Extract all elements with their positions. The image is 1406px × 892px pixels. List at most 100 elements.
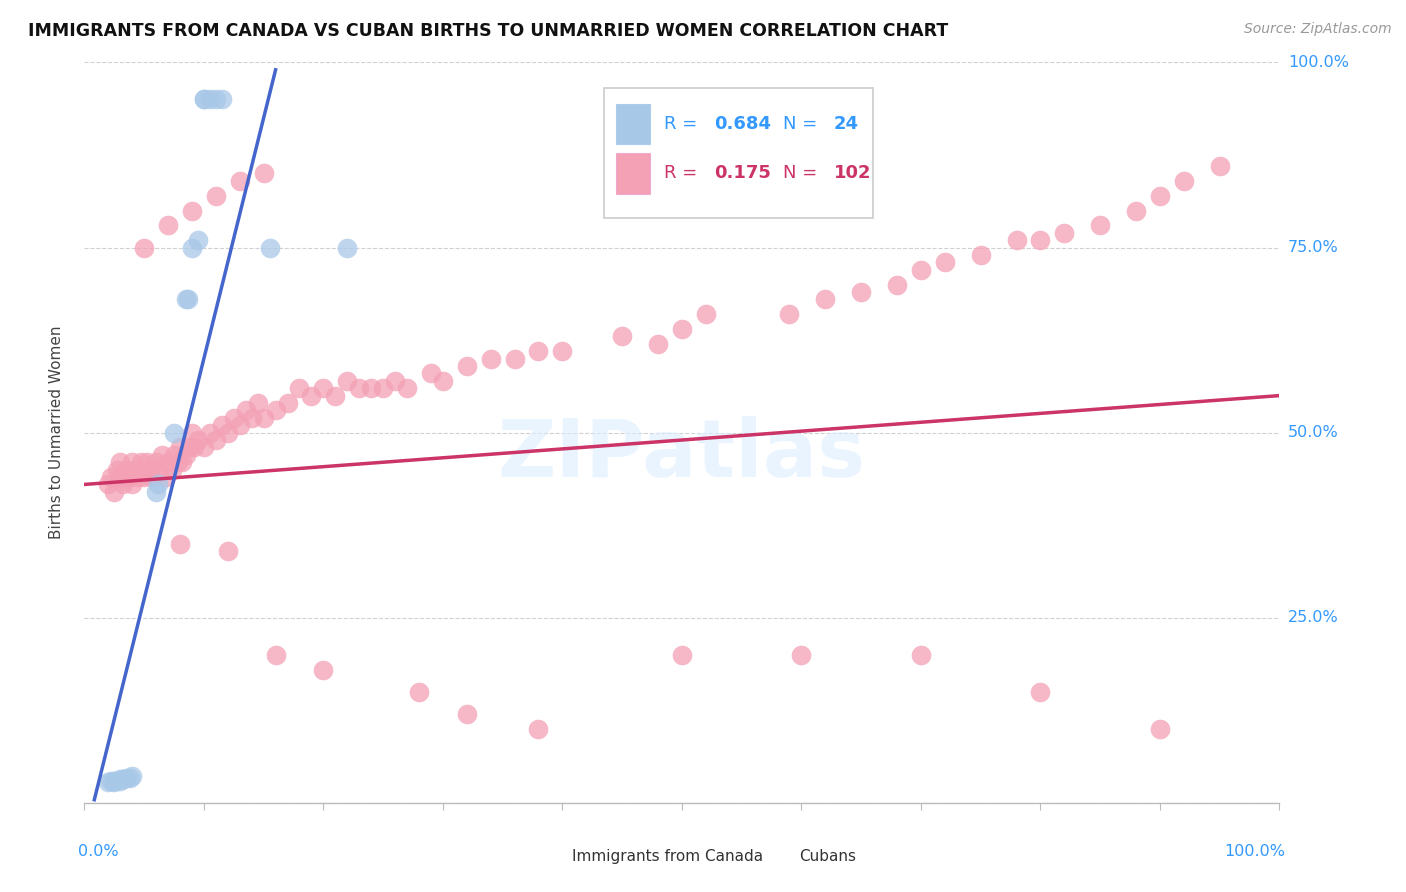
Point (259, 240, 281, 255)
Point (910, 262, 932, 277)
Point (121, 477, 143, 491)
Point (814, 293, 837, 307)
Point (779, 307, 801, 321)
Point (148, 462, 170, 476)
Point (110, 470, 132, 484)
Point (193, 92, 215, 106)
Point (132, 240, 156, 255)
Point (456, 359, 478, 373)
Point (174, 293, 197, 307)
Text: R =: R = (664, 164, 703, 183)
Point (124, 462, 146, 476)
Point (110, 772, 132, 786)
Point (187, 433, 209, 447)
FancyBboxPatch shape (616, 103, 650, 145)
Point (1209, 159, 1232, 173)
Point (183, 441, 205, 455)
Point (135, 455, 157, 469)
Point (169, 441, 191, 455)
Point (910, 648, 932, 662)
Text: IMMIGRANTS FROM CANADA VS CUBAN BIRTHS TO UNMARRIED WOMEN CORRELATION CHART: IMMIGRANTS FROM CANADA VS CUBAN BIRTHS T… (28, 22, 949, 40)
Point (103, 773, 125, 788)
Point (111, 477, 134, 491)
Point (336, 374, 359, 388)
Point (1029, 685, 1052, 699)
Point (1029, 233, 1052, 247)
Point (211, 92, 233, 106)
Point (229, 174, 252, 188)
FancyBboxPatch shape (605, 88, 873, 218)
Point (155, 470, 177, 484)
Point (408, 685, 430, 699)
Point (253, 166, 276, 180)
Point (110, 773, 132, 788)
Point (527, 344, 550, 359)
Point (103, 484, 125, 499)
Point (205, 92, 228, 106)
Point (1090, 219, 1112, 233)
Point (420, 367, 443, 381)
Point (277, 396, 299, 410)
Text: 100.0%: 100.0% (1225, 844, 1285, 858)
Point (139, 462, 162, 476)
Point (179, 441, 201, 455)
Text: Source: ZipAtlas.com: Source: ZipAtlas.com (1244, 22, 1392, 37)
Point (301, 388, 323, 402)
Point (110, 455, 132, 469)
Point (97, 775, 120, 789)
Point (612, 329, 634, 343)
Point (187, 233, 209, 247)
Point (671, 648, 693, 662)
Point (111, 772, 134, 786)
Text: 0.175: 0.175 (714, 164, 770, 183)
FancyBboxPatch shape (766, 843, 792, 870)
Point (1125, 203, 1147, 218)
Point (118, 771, 141, 785)
Point (181, 425, 204, 440)
Point (235, 403, 257, 417)
Point (115, 771, 138, 785)
Point (100, 773, 122, 788)
Point (1053, 226, 1076, 240)
Point (145, 455, 167, 469)
Text: 100.0%: 100.0% (1288, 55, 1348, 70)
Point (229, 418, 252, 433)
Point (934, 255, 956, 269)
Point (115, 462, 138, 476)
Point (163, 448, 186, 462)
Point (193, 92, 215, 106)
Point (349, 381, 371, 395)
Point (336, 240, 359, 255)
Point (886, 277, 908, 292)
Text: 102: 102 (834, 164, 872, 183)
Text: ZIPatlas: ZIPatlas (498, 416, 866, 494)
Point (1149, 722, 1171, 736)
Point (198, 92, 221, 106)
Point (384, 374, 406, 388)
Point (169, 536, 191, 550)
Point (671, 322, 693, 336)
Point (127, 470, 149, 484)
Point (148, 477, 170, 491)
Point (193, 441, 215, 455)
Point (288, 381, 311, 395)
Point (132, 470, 156, 484)
Text: 75.0%: 75.0% (1288, 240, 1339, 255)
Point (177, 293, 200, 307)
Point (181, 240, 204, 255)
Text: 50.0%: 50.0% (1288, 425, 1339, 440)
Text: 0.684: 0.684 (714, 115, 770, 133)
Text: Immigrants from Canada: Immigrants from Canada (572, 848, 763, 863)
Point (246, 396, 269, 410)
Point (217, 425, 239, 440)
Point (1005, 233, 1028, 247)
Point (479, 351, 502, 366)
Point (174, 448, 197, 462)
Point (160, 462, 183, 476)
Point (432, 374, 454, 388)
Point (172, 455, 194, 469)
Point (970, 248, 993, 262)
Point (1149, 188, 1171, 202)
Text: N =: N = (783, 115, 824, 133)
Point (97, 477, 120, 491)
